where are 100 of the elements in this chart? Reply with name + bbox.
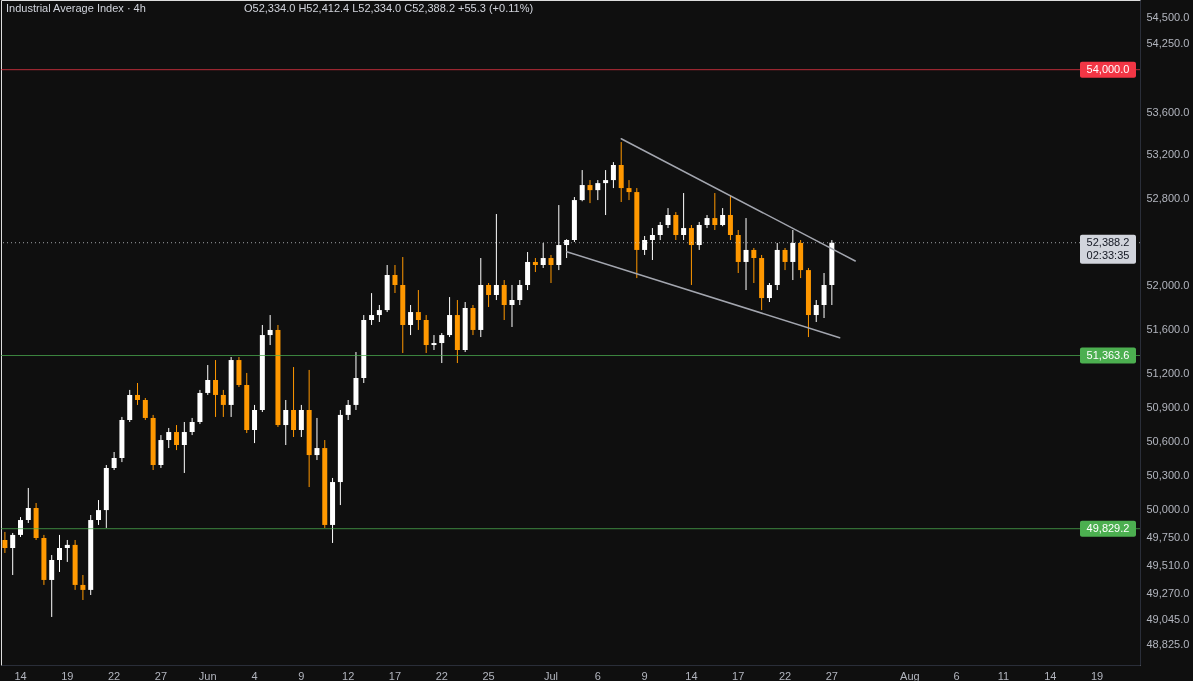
x-tick-label: 9 (641, 669, 648, 682)
y-tick-label: 48,825.0 (1146, 638, 1190, 651)
candlestick (610, 161, 616, 189)
chart-title: Industrial Average Index · 4h (6, 2, 146, 14)
candlestick (642, 235, 648, 256)
y-tick-label: 49,045.0 (1146, 612, 1190, 625)
x-tick-label: 12 (342, 669, 355, 682)
candlestick (142, 397, 148, 421)
candlestick (470, 304, 476, 336)
x-tick-label: Jun (198, 669, 217, 682)
x-tick-label: Jul (543, 669, 559, 682)
candlestick (439, 332, 445, 364)
y-tick-label: 53,600.0 (1146, 105, 1190, 118)
candlestick (688, 224, 694, 286)
candlestick (743, 217, 749, 291)
x-tick-label: 6 (953, 669, 960, 682)
candlestick (2, 531, 8, 554)
candlestick (548, 254, 554, 284)
candlestick (681, 192, 687, 241)
candlestick (720, 207, 726, 227)
candlestick (166, 427, 172, 449)
ref-line-label: 52,388.2 (1086, 235, 1130, 248)
x-tick-label: 22 (435, 669, 448, 682)
candlestick (626, 179, 632, 201)
y-tick-label: 54,500.0 (1146, 10, 1190, 23)
candlestick (579, 169, 585, 202)
candlestick (704, 214, 710, 229)
x-tick-label: 14 (1044, 669, 1057, 682)
y-tick-label: 52,000.0 (1146, 278, 1190, 291)
candlestick (415, 289, 421, 331)
x-tick-label: 27 (154, 669, 168, 682)
candlestick (501, 279, 507, 321)
candlestick (486, 282, 492, 308)
candlestick (80, 574, 86, 601)
candlestick (595, 179, 601, 201)
x-tick-label: 17 (388, 669, 402, 682)
candlestick (696, 221, 702, 251)
x-tick-label: 27 (825, 669, 838, 682)
y-tick-label: 51,600.0 (1146, 322, 1190, 335)
candlestick (712, 192, 718, 231)
candlestick (220, 389, 226, 418)
candlestick (587, 179, 593, 204)
candlestick (431, 334, 437, 351)
y-tick-label: 49,510.0 (1146, 558, 1190, 571)
candlestick (727, 194, 733, 241)
candlestick (25, 487, 31, 524)
x-tick-label: Aug (900, 669, 920, 682)
y-tick-label: 49,270.0 (1146, 586, 1190, 599)
candlestick (369, 292, 375, 326)
candlestick (673, 211, 679, 241)
candlestick (657, 221, 663, 241)
x-tick-label: 9 (298, 669, 305, 682)
candlestick (291, 366, 297, 438)
candlestick (649, 227, 655, 261)
ref-line-label: 54,000.0 (1086, 62, 1130, 75)
x-tick-label: 14 (685, 669, 698, 682)
candlestick (665, 207, 671, 229)
x-tick-label: 6 (594, 669, 601, 682)
annotation: 02:33:35 (1086, 248, 1130, 261)
candlestick (525, 251, 531, 291)
candlestick (57, 534, 63, 573)
candlestick (790, 229, 796, 281)
candlestick (821, 272, 827, 319)
y-tick-label: 53,200.0 (1146, 148, 1190, 161)
y-tick-label: 50,900.0 (1146, 400, 1190, 413)
candlestick (392, 264, 398, 294)
candlestick (64, 539, 70, 563)
candlestick (252, 404, 258, 444)
candlestick (174, 424, 180, 451)
y-tick-label: 50,600.0 (1146, 434, 1190, 447)
x-tick-label: 22 (107, 669, 121, 682)
candlestick (782, 247, 788, 271)
candlestick (298, 404, 304, 438)
annotation: O52,334.0 H52,412.4 L52,334.0 C52,388.2 +55.3 (+0.11%) (244, 2, 534, 14)
candlestick (135, 382, 141, 406)
candlestick (213, 359, 219, 418)
x-tick-label: 22 (778, 669, 792, 682)
y-tick-label: 52,800.0 (1146, 191, 1190, 204)
y-tick-label: 49,750.0 (1146, 531, 1190, 544)
candlestick (618, 141, 624, 203)
x-tick-label: 19 (61, 669, 74, 682)
candlestick (96, 499, 102, 526)
candlestick (540, 242, 546, 269)
x-tick-label: 17 (732, 669, 745, 682)
x-tick-label: 19 (1090, 669, 1104, 682)
candlestick (766, 282, 772, 303)
candlestick (267, 314, 273, 346)
candlestick (345, 399, 351, 421)
y-tick-label: 51,200.0 (1146, 367, 1190, 380)
ref-line-label: 51,363.6 (1086, 348, 1130, 361)
y-tick-label: 50,300.0 (1146, 468, 1190, 481)
x-tick-label: 4 (251, 669, 258, 682)
candlestick (408, 304, 414, 336)
candlestick (10, 532, 16, 576)
x-tick-label: 25 (482, 669, 495, 682)
candlestick (205, 364, 211, 396)
ref-line-label: 49,829.2 (1086, 521, 1130, 534)
y-tick-label: 50,000.0 (1146, 502, 1190, 515)
x-tick-label: 11 (997, 669, 1010, 682)
candlestick (603, 169, 609, 216)
